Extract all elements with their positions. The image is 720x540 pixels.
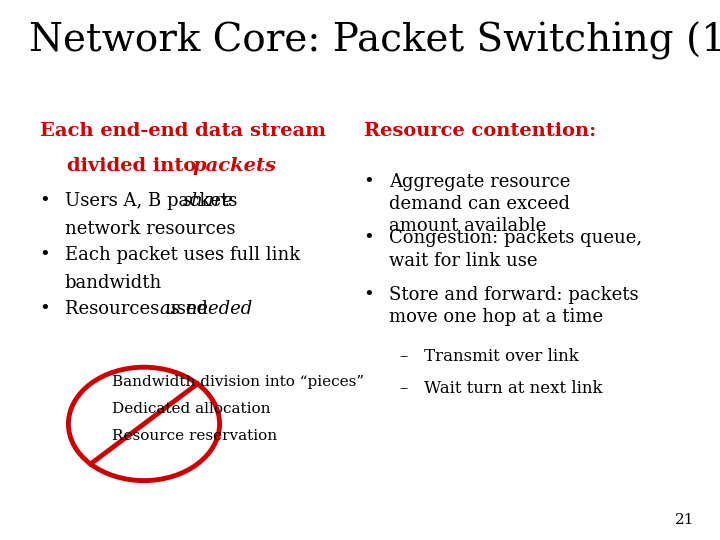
Text: Dedicated allocation: Dedicated allocation — [112, 402, 270, 416]
Text: Network Core: Packet Switching (1): Network Core: Packet Switching (1) — [29, 22, 720, 60]
Text: as needed: as needed — [160, 300, 252, 318]
Text: divided into: divided into — [40, 157, 202, 174]
Text: •: • — [40, 246, 50, 264]
Text: bandwidth: bandwidth — [65, 274, 162, 292]
Text: Aggregate resource
demand can exceed
amount available: Aggregate resource demand can exceed amo… — [389, 173, 570, 235]
Text: 21: 21 — [675, 512, 695, 526]
Text: Resource contention:: Resource contention: — [364, 122, 596, 139]
Text: packets: packets — [193, 157, 277, 174]
Text: –   Transmit over link: – Transmit over link — [400, 348, 578, 365]
Text: Bandwidth division into “pieces”: Bandwidth division into “pieces” — [112, 375, 364, 389]
Text: •: • — [40, 300, 50, 318]
Text: network resources: network resources — [65, 220, 235, 238]
Text: •: • — [364, 230, 374, 247]
Text: Users A, B packets: Users A, B packets — [65, 192, 243, 210]
Text: Each end-end data stream: Each end-end data stream — [40, 122, 325, 139]
Text: •: • — [364, 173, 374, 191]
Text: Resource reservation: Resource reservation — [112, 429, 276, 443]
Text: Store and forward: packets
move one hop at a time: Store and forward: packets move one hop … — [389, 286, 639, 326]
Text: Each packet uses full link: Each packet uses full link — [65, 246, 300, 264]
Text: Congestion: packets queue,
wait for link use: Congestion: packets queue, wait for link… — [389, 230, 642, 269]
Text: divided into: divided into — [40, 157, 202, 174]
Text: –   Wait turn at next link: – Wait turn at next link — [400, 380, 602, 396]
Text: share: share — [183, 192, 234, 210]
Text: Resources used: Resources used — [65, 300, 214, 318]
Text: •: • — [364, 286, 374, 304]
Text: •: • — [40, 192, 50, 210]
